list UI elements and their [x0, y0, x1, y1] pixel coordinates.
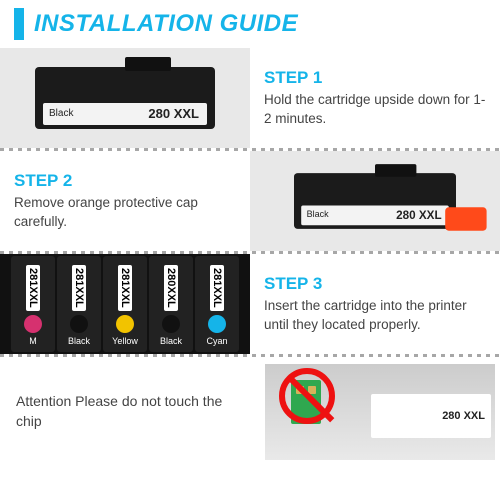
cartridge-label-code: 280 XXL	[148, 103, 199, 125]
step-3-body: Insert the cartridge into the printer un…	[264, 297, 486, 333]
cartridge-mini: 281XXL Black	[57, 256, 101, 352]
step-3-row: 281XXL M 281XXL Black 281XXL Yellow 280XXL Blac…	[0, 254, 500, 354]
forbid-icon	[279, 368, 335, 424]
cartridge-color-name: Black	[68, 336, 90, 346]
step-3-image: 281XXL M 281XXL Black 281XXL Yellow 280XXL Blac…	[0, 254, 250, 354]
header: INSTALLATION GUIDE	[0, 0, 500, 48]
cartridge-color-dot	[208, 315, 226, 333]
step-1-title: STEP 1	[264, 68, 486, 88]
step-2-row: Black 280 XXL STEP 2 Remove orange prote…	[0, 151, 500, 251]
page-title: INSTALLATION GUIDE	[34, 10, 298, 38]
cartridge-color-dot	[70, 315, 88, 333]
step-2-text: STEP 2 Remove orange protective cap care…	[0, 163, 250, 238]
cartridge-mini: 280XXL Black	[149, 256, 193, 352]
cartridge-code: 281XXL	[210, 265, 224, 311]
step-1-body: Hold the cartridge upside down for 1-2 m…	[264, 91, 486, 127]
cartridge-mini: 281XXL Cyan	[195, 256, 239, 352]
cartridge-code: 281XXL	[72, 265, 86, 311]
step-1-row: Black 280 XXL STEP 1 Hold the cartridge …	[0, 48, 500, 148]
cartridge-color-dot	[162, 315, 180, 333]
cartridge-color-dot	[24, 315, 42, 333]
step-1-text: STEP 1 Hold the cartridge upside down fo…	[250, 60, 500, 135]
header-accent-bar	[14, 8, 24, 40]
step-2-body: Remove orange protective cap carefully.	[14, 194, 236, 230]
cartridge-code: 280XXL	[164, 265, 178, 311]
cartridge-color-dot	[116, 315, 134, 333]
cartridge-color-name: Cyan	[206, 336, 227, 346]
cartridge-color-name: M	[29, 336, 37, 346]
step-1-image: Black 280 XXL	[0, 48, 250, 148]
step-3-text: STEP 3 Insert the cartridge into the pri…	[250, 266, 500, 341]
cartridge-color-name: Black	[160, 336, 182, 346]
step-2-image: Black 280 XXL	[250, 151, 500, 251]
cartridge-label-code: 280 XXL	[396, 206, 442, 226]
cartridge-illustration: Black 280 XXL	[294, 173, 456, 229]
step-3-title: STEP 3	[264, 274, 486, 294]
cartridge-code: 281XXL	[26, 265, 40, 311]
cartridge-code: 281XXL	[118, 265, 132, 311]
attention-row: Attention Please do not touch the chip 2…	[0, 357, 500, 467]
attention-image: 280 XXL	[260, 362, 500, 462]
cartridge-mini: 281XXL Yellow	[103, 256, 147, 352]
step-2-title: STEP 2	[14, 171, 236, 191]
cartridge-illustration: Black 280 XXL	[35, 67, 215, 129]
cartridge-label-text: Black	[307, 206, 329, 226]
cartridge-row: 281XXL M 281XXL Black 281XXL Yellow 280XXL Blac…	[11, 256, 239, 352]
cartridge-label-text: Black	[49, 103, 73, 125]
chip-closeup: 280 XXL	[265, 364, 495, 460]
cartridge-color-name: Yellow	[112, 336, 138, 346]
cartridge-mini: 281XXL M	[11, 256, 55, 352]
orange-cap	[445, 207, 486, 230]
cartridge-label-code: 280 XXL	[371, 394, 491, 438]
attention-text: Attention Please do not touch the chip	[0, 392, 260, 431]
